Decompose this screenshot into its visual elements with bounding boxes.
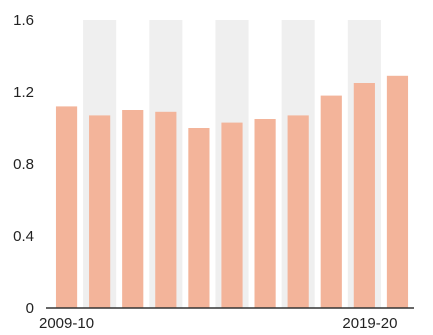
bar (122, 110, 144, 308)
bar (155, 111, 177, 308)
y-tick-label: 0.8 (13, 156, 34, 173)
bar (320, 95, 342, 308)
bars-group (55, 75, 409, 309)
bar (287, 115, 309, 309)
bar (55, 106, 78, 309)
bar (353, 83, 375, 308)
x-axis-ticks: 2009-10 2019-20 (39, 315, 397, 332)
y-tick-label: 0 (26, 300, 34, 317)
y-tick-label: 0.4 (13, 228, 34, 245)
x-tick-label-last: 2019-20 (342, 315, 397, 332)
bar (386, 75, 409, 308)
y-axis-ticks: 0 0.4 0.8 1.2 1.6 (13, 12, 34, 317)
y-tick-label: 1.6 (13, 12, 34, 29)
bar (221, 122, 243, 308)
bar (188, 128, 210, 308)
y-tick-label: 1.2 (13, 84, 34, 101)
x-tick-label-first: 2009-10 (39, 315, 94, 332)
bar (89, 115, 111, 309)
bar (254, 119, 276, 308)
